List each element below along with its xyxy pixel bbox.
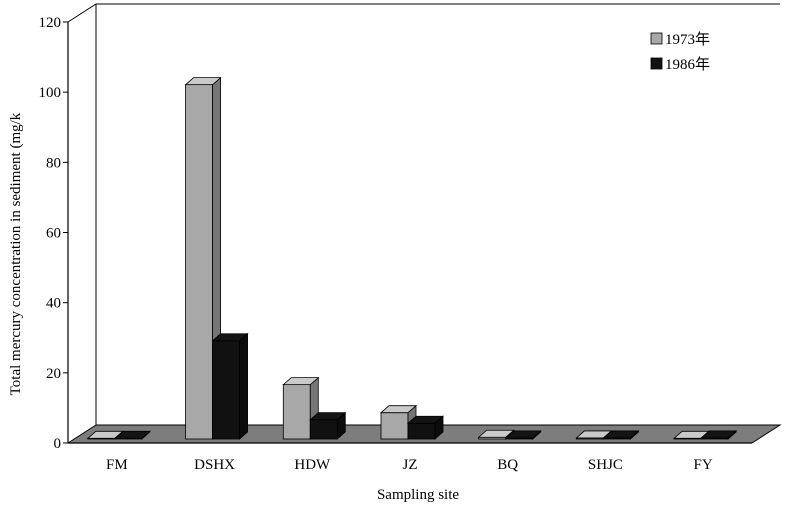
y-tick-label: 80 xyxy=(46,155,61,171)
bar-top xyxy=(309,412,347,421)
bar-front xyxy=(407,422,436,440)
legend-item: 1973年 xyxy=(650,31,710,48)
y-tick-label: 0 xyxy=(54,436,62,452)
bar-front xyxy=(185,84,213,440)
bar xyxy=(309,411,347,440)
y-tick-label: 60 xyxy=(46,226,61,242)
bar-front xyxy=(380,412,409,440)
x-tick-label: BQ xyxy=(497,457,518,473)
x-tick-label: FY xyxy=(694,457,713,473)
bar-front xyxy=(212,340,240,440)
y-tick-label: 40 xyxy=(46,296,61,312)
x-axis-ticks: FM DSHX HDW JZ BQ SHJC FY xyxy=(106,457,713,473)
y-tick-label: 120 xyxy=(39,15,62,31)
bar-front xyxy=(309,419,338,440)
x-tick-label: JZ xyxy=(403,457,418,473)
x-tick-label: FM xyxy=(106,457,128,473)
x-tick-label: SHJC xyxy=(588,457,623,473)
y-axis-title: Total mercury concentration in sediment … xyxy=(8,112,24,395)
legend-swatch xyxy=(650,57,663,70)
bar-top xyxy=(282,377,320,386)
legend-item: 1986年 xyxy=(650,56,710,73)
bar-front xyxy=(282,384,311,440)
legend-label: 1973年 xyxy=(665,31,710,48)
y-tick-label: 20 xyxy=(46,366,61,382)
bar xyxy=(406,415,445,440)
legend-swatch xyxy=(650,32,663,45)
legend: 1973年 1986年 xyxy=(650,31,710,73)
x-tick-label: DSHX xyxy=(194,457,235,473)
bar-side xyxy=(239,332,248,440)
bar-top xyxy=(406,415,445,424)
legend-label: 1986年 xyxy=(665,56,710,73)
bar-top xyxy=(700,430,738,439)
bar-group xyxy=(86,76,738,440)
bar-top xyxy=(477,429,515,438)
bar-top xyxy=(113,430,151,439)
bar-top xyxy=(379,405,418,414)
y-axis-ticks: 0 20 40 60 80 100 120 xyxy=(39,15,68,452)
x-tick-label: HDW xyxy=(294,457,331,473)
x-axis-title: Sampling site xyxy=(377,487,459,503)
bar-top xyxy=(211,333,249,342)
bar xyxy=(602,430,640,440)
bar-top xyxy=(504,430,542,439)
bar xyxy=(211,332,249,440)
bar xyxy=(504,430,542,440)
y-tick-label: 100 xyxy=(39,85,62,101)
bar-top xyxy=(184,77,222,86)
bar xyxy=(113,430,151,440)
bar xyxy=(700,430,738,440)
bar-top xyxy=(602,430,640,439)
